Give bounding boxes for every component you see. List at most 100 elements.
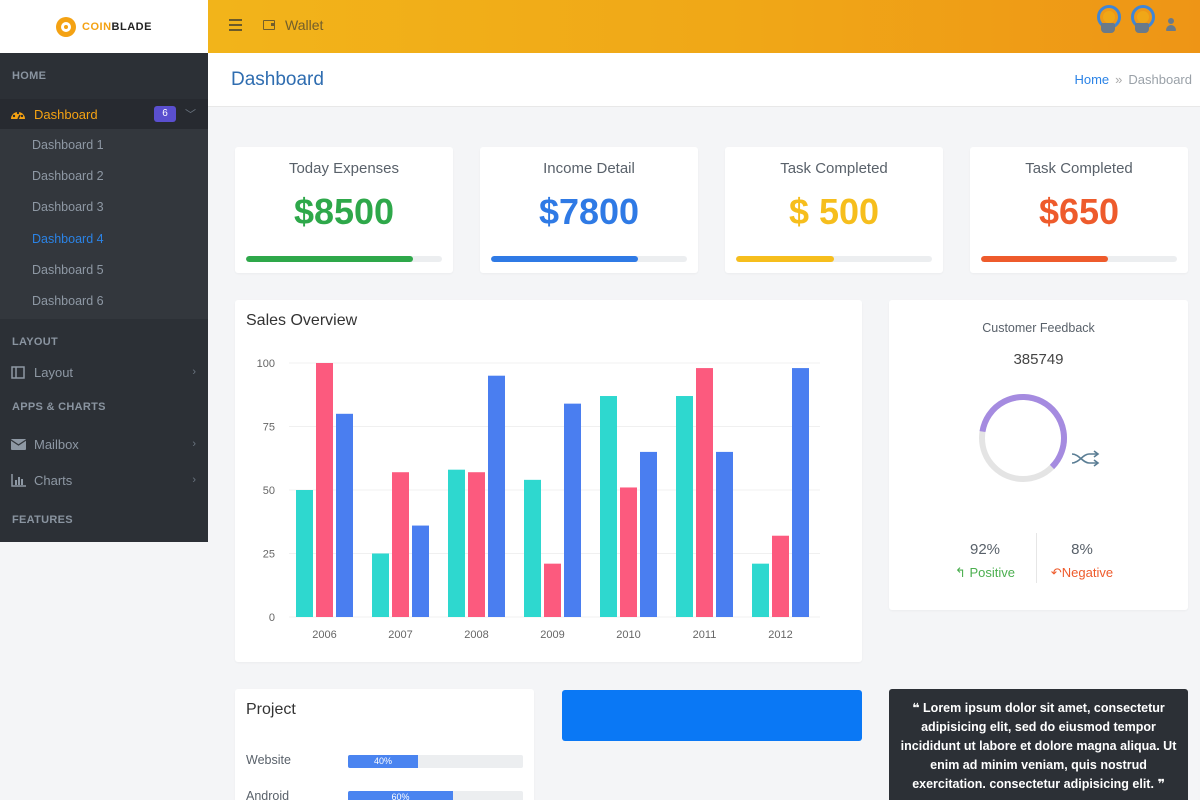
- sidebar-subitem-dashboard-1[interactable]: Dashboard 1: [32, 138, 104, 152]
- notifications-bell-icon[interactable]: [1097, 5, 1123, 35]
- user-icon[interactable]: [1166, 18, 1176, 32]
- chart-bar[interactable]: [412, 525, 429, 617]
- chart-bar[interactable]: [524, 479, 541, 617]
- stat-value: $650: [1038, 191, 1120, 232]
- coin-logo-icon: [56, 16, 77, 37]
- negative-label: Negative: [1061, 565, 1114, 580]
- stat-card-task-completed: Task Completed $ 500: [725, 147, 943, 273]
- x-tick-label: 2009: [540, 629, 564, 641]
- stat-progress-bar: [981, 256, 1177, 262]
- top-bar: Wallet: [208, 0, 1200, 53]
- x-tick-label: 2011: [693, 629, 717, 641]
- chart-bar[interactable]: [676, 396, 693, 617]
- stat-progress-bar: [491, 256, 687, 262]
- wallet-link[interactable]: Wallet: [263, 17, 323, 33]
- sidebar-subitem-dashboard-3[interactable]: Dashboard 3: [32, 200, 104, 215]
- sidebar-section-layout: LAYOUT: [12, 336, 59, 349]
- sales-overview-card: Sales Overview 0 25 50 75 100 2006 2007 2008 200…: [235, 300, 862, 662]
- sidebar-item-charts[interactable]: Charts ›: [0, 462, 208, 498]
- quote-close-icon: ❞: [1157, 777, 1165, 791]
- breadcrumb: Home » Dashboard: [1074, 72, 1192, 87]
- thumbs-down-icon: ↶: [1050, 565, 1062, 580]
- positive-label: Positive: [969, 565, 1016, 580]
- chart-bar[interactable]: [544, 563, 561, 617]
- chart-bar[interactable]: [372, 553, 389, 618]
- stat-card-today-expenses: Today Expenses $8500: [235, 147, 453, 273]
- stat-progress-bar: [246, 256, 442, 262]
- sidebar-subitem-dashboard-6[interactable]: Dashboard 6: [32, 293, 104, 308]
- breadcrumb-home-link[interactable]: Home: [1074, 72, 1110, 87]
- chart-bar[interactable]: [564, 403, 581, 617]
- y-tick-label: 25: [263, 549, 275, 561]
- y-tick-label: 50: [263, 485, 275, 497]
- feedback-title: Customer Feedback: [982, 321, 1095, 335]
- chart-bar[interactable]: [392, 472, 409, 617]
- quote-text: Lorem ipsum dolor sit amet, consectetur …: [900, 701, 1177, 791]
- y-tick-label: 100: [257, 358, 275, 370]
- sidebar-item-layout[interactable]: Layout ›: [0, 358, 208, 386]
- chart-bar[interactable]: [600, 396, 617, 617]
- brand-logo[interactable]: COINBLADE: [0, 0, 208, 53]
- stat-value: $ 500: [788, 191, 880, 232]
- wallet-label: Wallet: [285, 17, 324, 33]
- chart-bar[interactable]: [316, 363, 333, 617]
- breadcrumb-separator: »: [1115, 72, 1123, 87]
- quote-open-icon: ❝: [912, 701, 920, 715]
- hamburger-menu-icon[interactable]: [229, 19, 242, 31]
- y-tick-label: 75: [263, 422, 275, 434]
- negative-percent: 8%: [1071, 541, 1093, 558]
- dashboard-gauge-icon: [10, 107, 26, 121]
- sidebar-item-mailbox[interactable]: Mailbox ›: [0, 426, 208, 462]
- brand-name: COINBLADE: [82, 20, 152, 33]
- x-tick-label: 2012: [768, 629, 792, 641]
- stat-progress-bar: [736, 256, 932, 262]
- sales-bar-chart: 0 25 50 75 100 2006 2007 2008 2009 2010 2011 2012: [257, 358, 820, 641]
- project-progress-bar: 60%: [348, 791, 523, 800]
- project-row-website: Website 40%: [246, 753, 523, 768]
- chart-bar[interactable]: [336, 413, 353, 617]
- layout-icon: [10, 365, 26, 379]
- x-tick-label: 2007: [388, 629, 412, 641]
- sidebar-subitem-dashboard-4[interactable]: Dashboard 4: [32, 231, 104, 246]
- breadcrumb-current: Dashboard: [1128, 72, 1192, 87]
- chart-bar[interactable]: [792, 368, 809, 617]
- negative-label-row: ↶Negative: [1022, 565, 1142, 581]
- chart-bar[interactable]: [488, 375, 505, 617]
- project-row-android: Android 60%: [246, 789, 523, 800]
- chart-bar[interactable]: [296, 490, 313, 617]
- sidebar-item-dashboard[interactable]: Dashboard 6 ﹀: [0, 99, 208, 129]
- bar-chart-icon: [10, 473, 26, 487]
- chevron-right-icon: ›: [192, 438, 196, 451]
- project-name: Website: [246, 753, 291, 767]
- feedback-count: 385749: [1013, 351, 1064, 368]
- stat-value: $8500: [293, 191, 395, 232]
- chevron-down-icon[interactable]: ﹀: [185, 109, 196, 121]
- sidebar-section-home: HOME: [12, 70, 47, 82]
- chart-bar[interactable]: [696, 368, 713, 617]
- shuffle-icon[interactable]: [1071, 450, 1100, 467]
- quote-card: ❝ Lorem ipsum dolor sit amet, consectetu…: [889, 689, 1188, 800]
- chart-bar[interactable]: [448, 469, 465, 617]
- notification-badge: 6: [154, 106, 176, 122]
- project-progress-bar: 40%: [348, 755, 523, 768]
- chart-bar[interactable]: [716, 451, 733, 617]
- messages-icon[interactable]: [1131, 5, 1157, 35]
- feedback-divider: [1036, 533, 1037, 583]
- chart-bar[interactable]: [468, 472, 485, 617]
- project-progress-fill: 60%: [348, 791, 453, 800]
- blue-info-card: [562, 690, 862, 741]
- chart-bar[interactable]: [772, 535, 789, 617]
- chart-bar[interactable]: [620, 487, 637, 617]
- stat-card-task-completed-2: Task Completed $650: [970, 147, 1188, 273]
- chart-bar[interactable]: [752, 563, 769, 617]
- chevron-right-icon: ›: [192, 366, 196, 379]
- stat-label: Income Detail: [543, 160, 635, 177]
- sidebar-subitem-dashboard-2[interactable]: Dashboard 2: [32, 169, 104, 184]
- stat-value: $7800: [538, 191, 640, 232]
- chart-bar[interactable]: [640, 451, 657, 617]
- x-tick-label: 2006: [312, 629, 336, 641]
- sidebar-item-label: Mailbox: [34, 436, 79, 452]
- x-tick-label: 2008: [464, 629, 488, 641]
- feedback-donut: [979, 394, 1100, 482]
- sidebar-subitem-dashboard-5[interactable]: Dashboard 5: [32, 262, 104, 277]
